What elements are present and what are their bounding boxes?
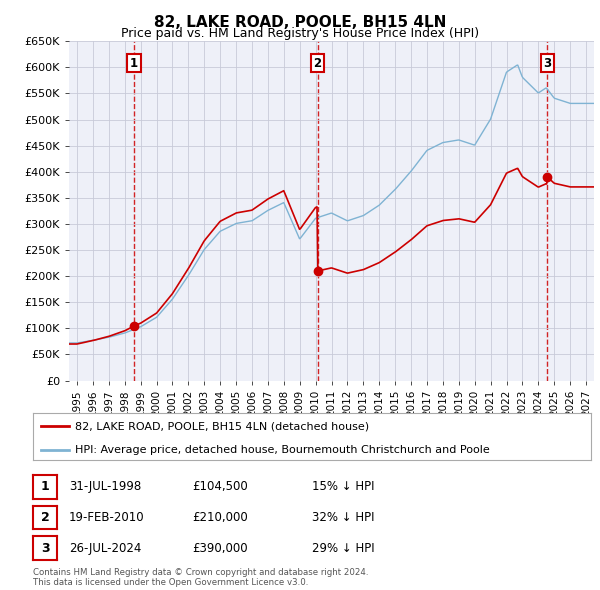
Text: 19-FEB-2010: 19-FEB-2010 [69,511,145,524]
Text: 26-JUL-2024: 26-JUL-2024 [69,542,142,555]
Text: Contains HM Land Registry data © Crown copyright and database right 2024.
This d: Contains HM Land Registry data © Crown c… [33,568,368,587]
Text: 31-JUL-1998: 31-JUL-1998 [69,480,141,493]
Text: £104,500: £104,500 [192,480,248,493]
Text: HPI: Average price, detached house, Bournemouth Christchurch and Poole: HPI: Average price, detached house, Bour… [75,445,490,455]
Text: Price paid vs. HM Land Registry's House Price Index (HPI): Price paid vs. HM Land Registry's House … [121,27,479,40]
Text: £390,000: £390,000 [192,542,248,555]
Text: 2: 2 [314,57,322,70]
Text: 15% ↓ HPI: 15% ↓ HPI [312,480,374,493]
Text: 1: 1 [130,57,138,70]
Text: 3: 3 [544,57,551,70]
Text: 29% ↓ HPI: 29% ↓ HPI [312,542,374,555]
Text: 2: 2 [41,511,49,524]
Text: 1: 1 [41,480,49,493]
Text: 82, LAKE ROAD, POOLE, BH15 4LN: 82, LAKE ROAD, POOLE, BH15 4LN [154,15,446,30]
Text: £210,000: £210,000 [192,511,248,524]
Text: 32% ↓ HPI: 32% ↓ HPI [312,511,374,524]
Text: 82, LAKE ROAD, POOLE, BH15 4LN (detached house): 82, LAKE ROAD, POOLE, BH15 4LN (detached… [75,421,369,431]
Text: 3: 3 [41,542,49,555]
